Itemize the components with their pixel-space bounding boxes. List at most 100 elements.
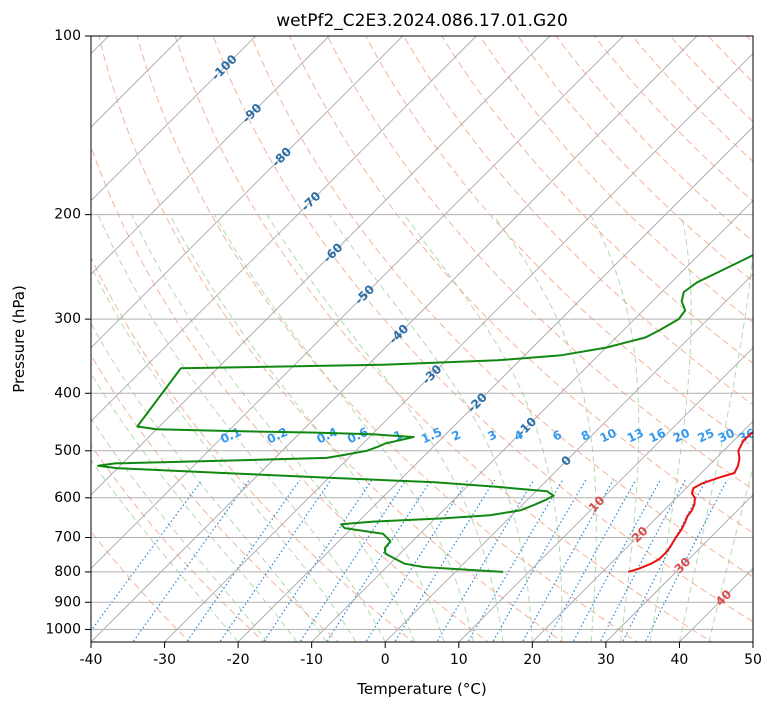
dry-adiabat [91,256,415,642]
y-tick-label: 700 [54,530,81,546]
mixing-ratio-label: 6 [551,427,564,443]
isotherm-line [91,36,257,202]
dry-adiabat [403,36,753,406]
dry-adiabat [365,36,753,448]
mixing-ratio-line [132,479,250,642]
y-tick-label: 300 [54,311,81,327]
moist-adiabat [169,214,445,642]
mixing-ratio-label: 0.2 [265,425,290,447]
isotherm-line [752,641,753,642]
y-tick-label: 1000 [45,621,81,637]
moist-adiabat [91,372,298,642]
isotherm-line [164,52,753,642]
dry-adiabat [707,36,753,83]
dry-adiabat [250,36,753,578]
moist-adiabat [91,417,268,642]
x-tick-label: 50 [744,652,762,668]
dry-adiabat [288,36,753,534]
y-tick-label: 200 [54,207,81,223]
moist-adiabats [91,214,753,642]
plot-frame [90,35,754,643]
profiles [97,253,753,573]
moist-adiabat [649,214,692,642]
isotherm-line [679,567,753,642]
moist-adiabat [678,249,753,642]
mixing-ratio-label: 13 [625,426,646,446]
dry-adiabat [326,36,753,491]
isotherm-line [458,347,753,642]
mixing-ratio-line [262,479,373,642]
mixing-ratio-line [219,479,332,642]
pressure-gridlines [91,36,753,630]
x-tick-label: -20 [227,652,250,668]
y-tick-label: 500 [54,443,81,459]
mixing-ratio-label: 20 [671,426,692,446]
moist-adiabat [266,214,504,642]
y-axis-ticks: 100 200 300 400 500 600 700 800 900 1000 [45,28,91,637]
isotherm-line [91,36,477,423]
mixing-ratio-label: 0.4 [314,425,339,447]
mixing-ratio-label: 1.5 [419,425,444,447]
mixing-ratio-line [599,479,686,642]
dry-adiabat [593,36,753,202]
moist-adiabat [403,214,563,642]
mixing-ratio-line [644,479,728,642]
mixing-ratio-label: 3 [485,427,498,443]
chart-title: wetPf2_C2E3.2024.086.17.01.G20 [276,11,568,31]
x-tick-label: -30 [153,652,176,668]
moist-adiabat [91,264,357,642]
isotherm-line [91,36,698,642]
dry-adiabat [91,354,340,642]
mixing-ratio-label: 2 [450,427,463,443]
isotherm-line [311,199,753,642]
isotherm-line [91,36,404,349]
moist-adiabat [589,214,640,642]
x-axis-ticks: -40 -30 -20 -10 0 10 20 30 40 50 [80,642,762,668]
y-tick-label: 400 [54,385,81,401]
x-tick-label: 40 [671,652,689,668]
x-tick-label: -10 [300,652,323,668]
mixing-ratio-label: 30 [716,426,737,446]
x-tick-label: 10 [450,652,468,668]
mixing-ratio-line [325,479,432,642]
mixing-ratio-label: 0.1 [218,425,243,447]
mixing-ratio-line [492,479,587,642]
isotherm-line [91,36,551,496]
plot-area: -100-90-80-70-60-50-40-30-20-10010203040… [91,36,757,642]
moist-adiabat [131,214,416,642]
dry-adiabat [174,36,713,642]
isotherm-line [91,36,330,275]
moist-adiabat [492,214,597,642]
moist-adiabat [328,214,533,642]
dry-adiabat [212,36,753,623]
dry-adiabat [91,530,191,642]
dry-adiabat [136,36,639,642]
dry-adiabat [91,444,266,642]
moist-adiabat [213,214,474,642]
dry-adiabat [479,36,753,323]
isotherm-line [237,126,753,642]
x-tick-label: -40 [80,652,103,668]
isotherm-line [91,36,624,570]
isotherm-line [531,420,753,642]
mixing-ratio-label: 25 [695,426,716,446]
dry-adiabat [98,36,564,642]
mixing-ratio-line [185,479,301,642]
y-tick-label: 600 [54,490,81,506]
moist-adiabat [91,322,327,642]
dewpoint-profile [97,253,753,573]
mixing-ratio-line [436,479,535,642]
y-tick-label: 100 [54,28,81,44]
mixing-ratio-label: 36 [736,426,757,446]
dry-adiabat [669,36,753,123]
dry-adiabat [517,36,753,283]
mixing-ratio-line [467,479,564,642]
x-tick-label: 30 [597,652,615,668]
dry-adiabat [91,145,489,642]
x-axis-label: Temperature (°C) [356,680,486,698]
temperature-profile [627,430,753,573]
mixing-ratio-line [299,479,407,642]
mixing-ratio-label: 10 [598,426,619,446]
y-tick-label: 900 [54,594,81,610]
mixing-ratio-lines [91,479,728,642]
